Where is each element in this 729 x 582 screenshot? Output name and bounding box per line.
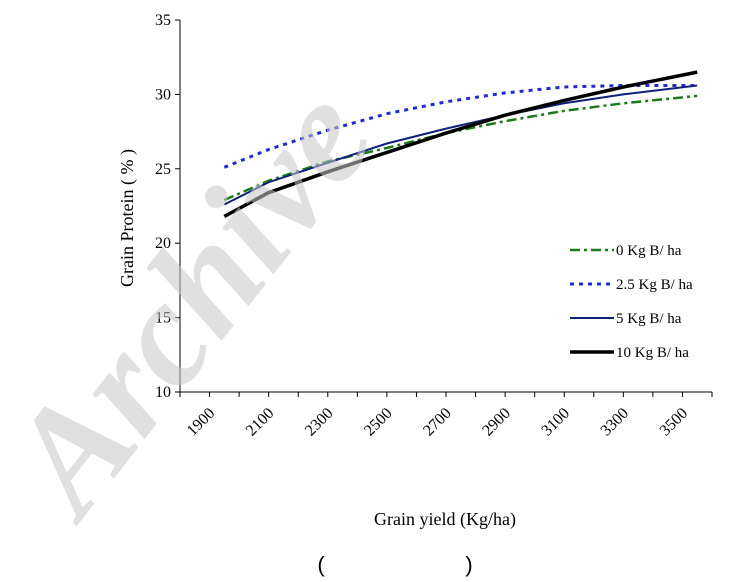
legend: 0 Kg B/ ha 2.5 Kg B/ ha 5 Kg B/ ha 10 Kg B/… xyxy=(570,243,693,361)
x-tick-label: 3500 xyxy=(657,405,692,440)
y-axis-label: Grain Protein ( % ) xyxy=(117,149,138,287)
legend-label-0: 0 Kg B/ ha xyxy=(616,243,682,259)
y-tick-label: 25 xyxy=(155,161,171,178)
x-tick-label: 2300 xyxy=(302,405,337,440)
y-tick-label: 20 xyxy=(155,235,171,252)
legend-label-3: 10 Kg B/ ha xyxy=(616,345,689,361)
x-tick-label: 2700 xyxy=(420,405,455,440)
legend-label-2: 5 Kg B/ ha xyxy=(616,311,682,327)
series-line-3 xyxy=(223,70,698,218)
x-tick-label: 2900 xyxy=(479,405,514,440)
x-tick-label: 3100 xyxy=(538,405,573,440)
x-tick-label: 2100 xyxy=(243,405,278,440)
y-tick-label: 35 xyxy=(155,12,171,29)
x-tick-label: 3300 xyxy=(598,405,633,440)
y-tick-label: 10 xyxy=(155,384,171,401)
y-tick-label: 15 xyxy=(155,310,171,327)
y-tick-label: 30 xyxy=(155,86,171,103)
series-line-2 xyxy=(223,84,698,206)
legend-label-1: 2.5 Kg B/ ha xyxy=(616,277,693,293)
series-line-1 xyxy=(223,84,698,169)
footer-close-paren: ) xyxy=(465,552,472,577)
footer-open-paren: ( xyxy=(317,552,325,577)
watermark: Archive xyxy=(0,58,405,547)
x-axis-label: Grain yield (Kg/ha) xyxy=(374,509,516,530)
x-tick-label: 2500 xyxy=(361,405,396,440)
